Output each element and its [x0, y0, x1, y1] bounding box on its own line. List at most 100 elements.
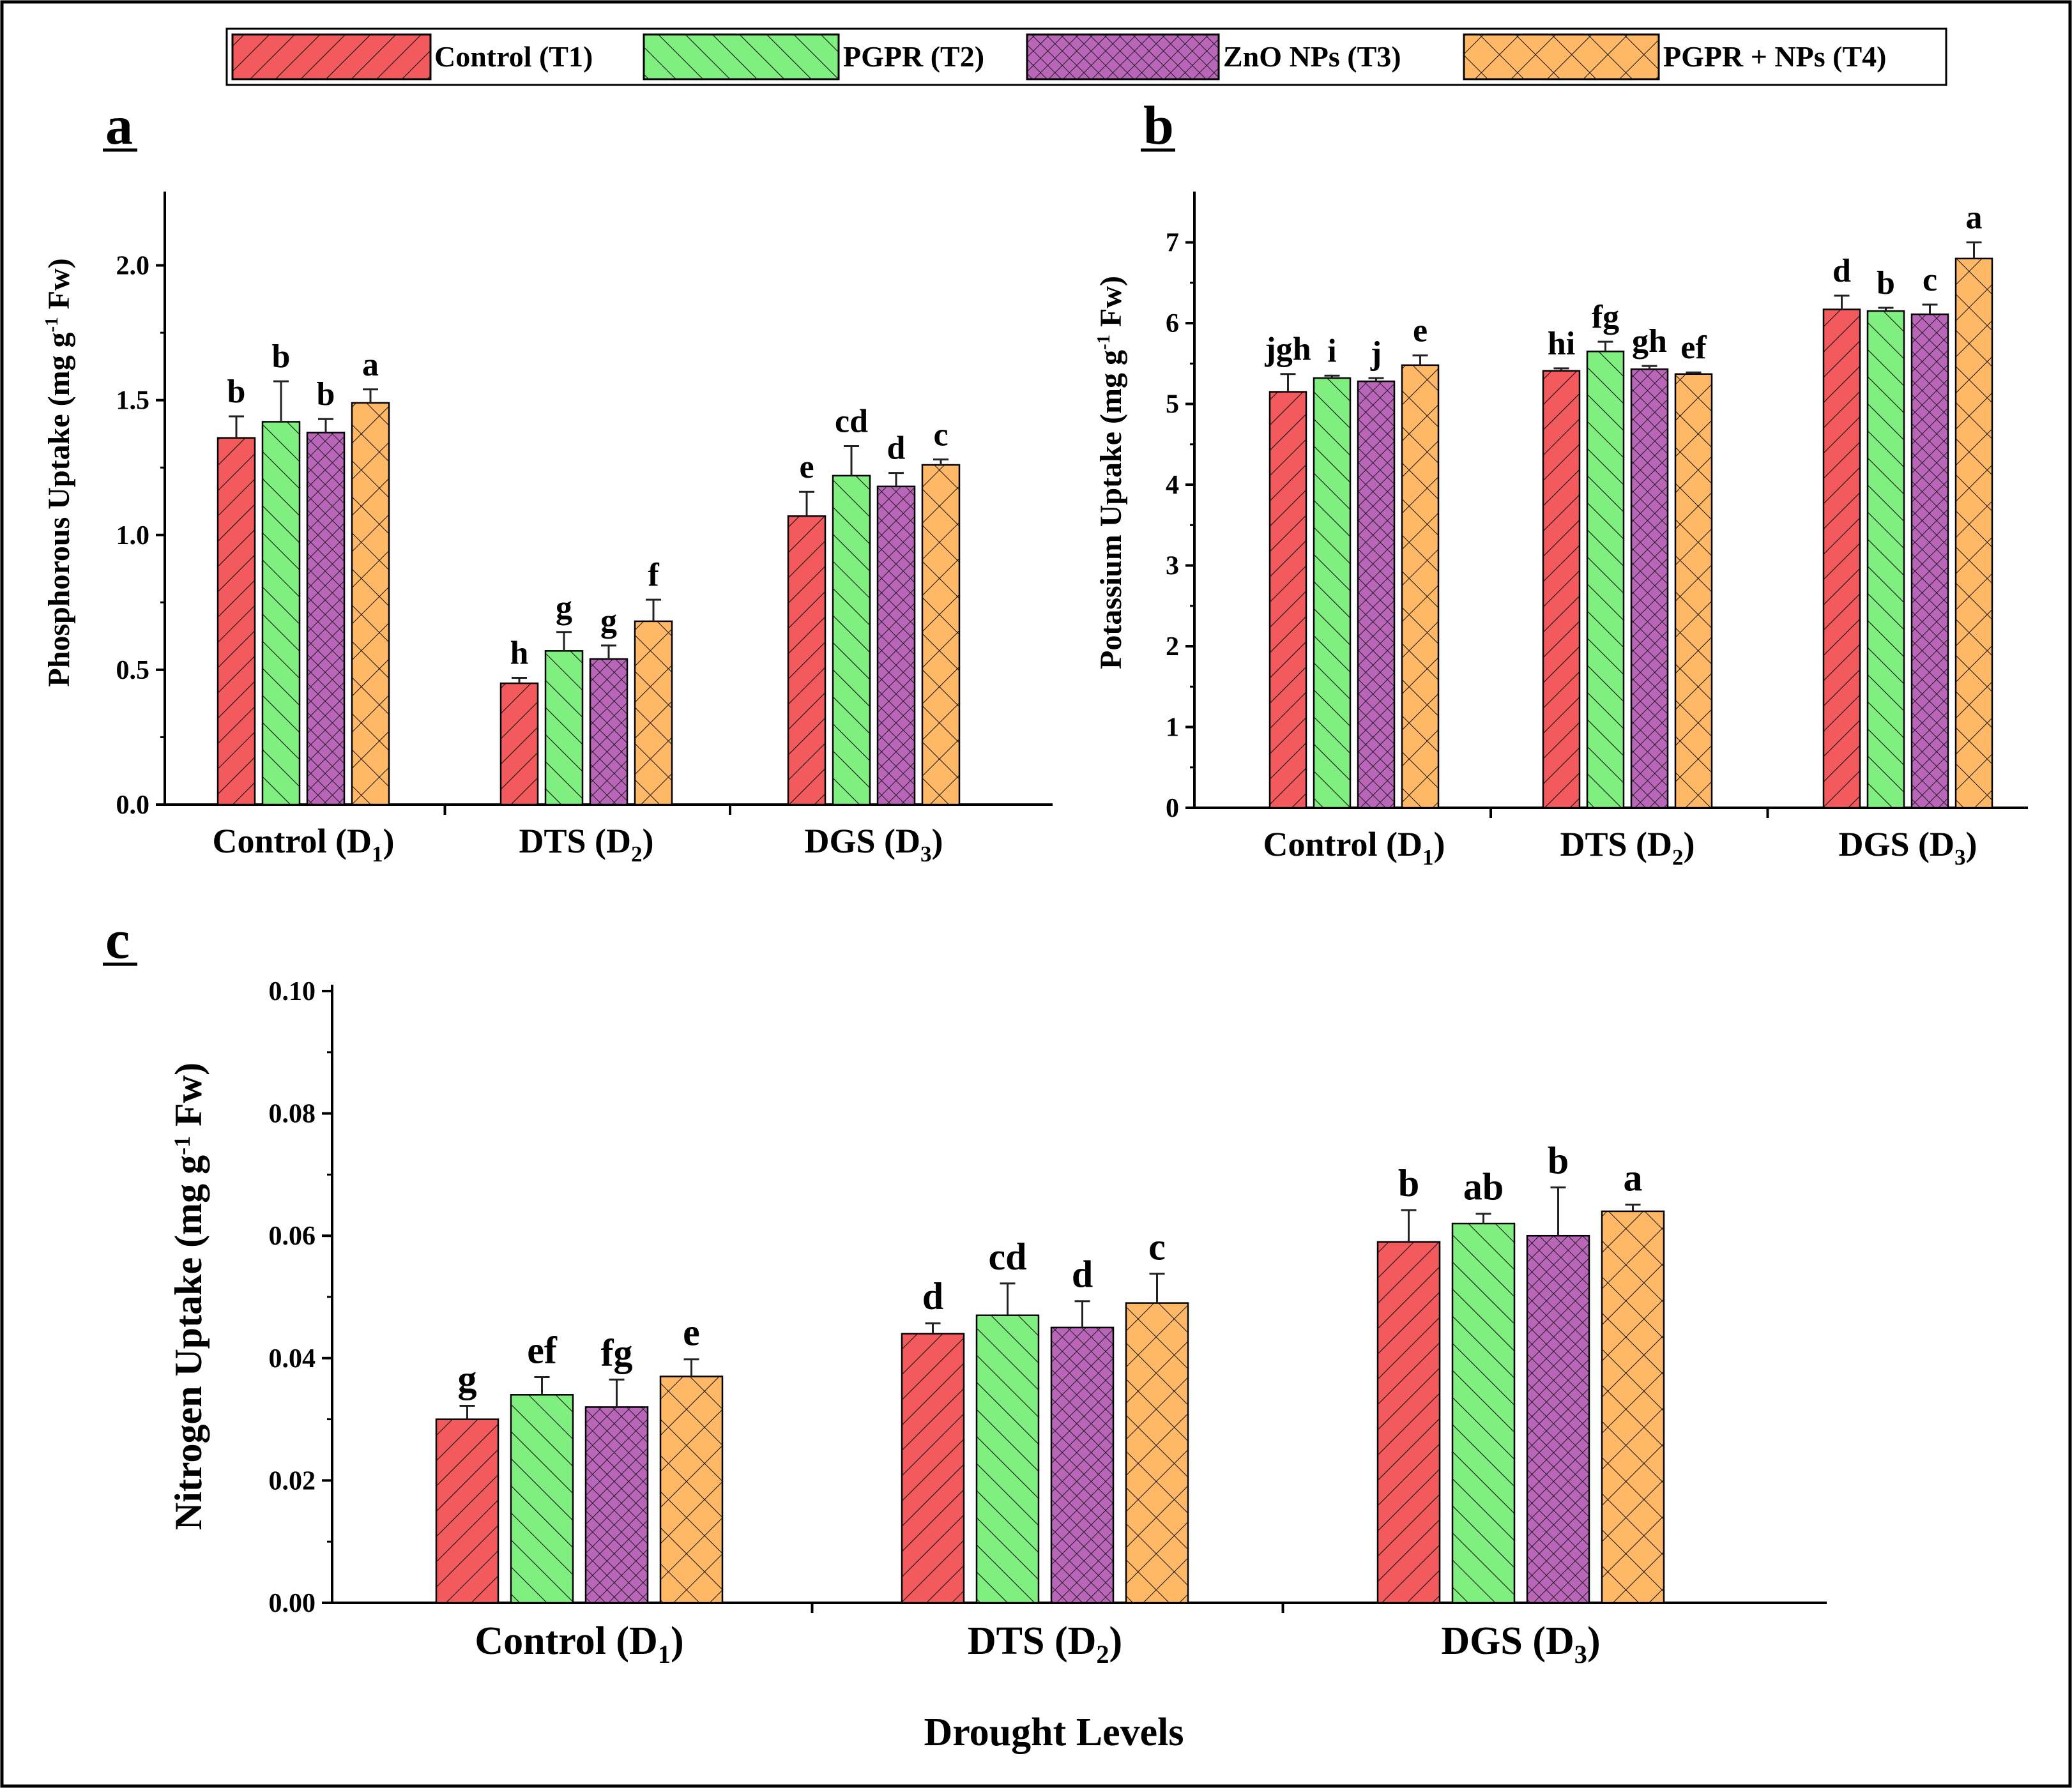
x-category-label: DTS (D2)	[968, 1619, 1122, 1669]
bar-hatch	[589, 658, 628, 806]
legend-swatch-hatch	[1027, 34, 1219, 79]
bar-hatch	[1401, 364, 1440, 809]
legend-label: PGPR + NPs (T4)	[1663, 40, 1886, 73]
bar-hatch	[1954, 257, 1993, 809]
significance-letter: b	[272, 338, 291, 375]
bar-a-4-2: f	[634, 557, 673, 806]
significance-letter: fg	[601, 1331, 633, 1374]
x-category-label: DGS (D3)	[1441, 1619, 1600, 1669]
significance-letter: cd	[989, 1236, 1027, 1278]
bar-hatch	[351, 402, 390, 806]
bar-b-3-2: gh	[1630, 323, 1669, 809]
bar-hatch	[1822, 308, 1861, 809]
significance-letter: gh	[1632, 323, 1667, 360]
bar-hatch	[435, 1418, 499, 1604]
bar-hatch	[1601, 1210, 1665, 1604]
significance-letter: b	[317, 376, 335, 413]
bar-hatch	[544, 650, 584, 806]
legend-item-3: ZnO NPs (T3)	[1026, 33, 1401, 80]
significance-letter: h	[510, 635, 529, 672]
x-category-label: DTS (D2)	[519, 822, 653, 867]
bar-hatch	[1313, 377, 1352, 809]
bar-hatch	[1586, 351, 1625, 809]
bar-c-1-3: b	[1376, 1162, 1441, 1604]
bar-hatch	[876, 485, 916, 806]
bar-hatch	[832, 474, 871, 806]
y-tick-label: 0.0	[116, 791, 150, 820]
bar-a-2-1: b	[261, 338, 301, 806]
significance-letter: ab	[1463, 1166, 1504, 1208]
significance-letter: g	[458, 1358, 477, 1400]
significance-letter: jgh	[1264, 331, 1311, 368]
bar-b-1-1: jgh	[1264, 331, 1311, 809]
bar-c-3-2: d	[1050, 1254, 1115, 1604]
significance-letter: cd	[835, 403, 868, 439]
bar-c-1-1: g	[435, 1358, 499, 1604]
bar-hatch	[787, 515, 827, 806]
y-axis-title: Nitrogen Uptake (mg g-1 Fw)	[167, 1063, 209, 1530]
bar-hatch	[306, 432, 346, 806]
bar-hatch	[1526, 1234, 1590, 1604]
significance-letter: g	[556, 589, 572, 626]
legend-label: PGPR (T2)	[843, 40, 984, 73]
y-tick-label: 1	[1166, 713, 1179, 743]
bar-c-2-3: ab	[1451, 1166, 1516, 1604]
y-tick-label: 0.5	[116, 656, 150, 685]
bar-a-1-1: b	[217, 374, 256, 806]
legend-label: ZnO NPs (T3)	[1223, 40, 1401, 73]
significance-letter: c	[1923, 262, 1937, 298]
y-tick-label: 0.08	[269, 1100, 316, 1129]
panel-b: b 0 1 2 3 4 5 6 7 Potassium Uptake (mg g-1 Fw) Con…	[1093, 95, 2028, 870]
significance-letter: a	[362, 347, 379, 383]
x-category-label: Control (D1)	[475, 1619, 683, 1669]
y-tick-label: 1.0	[116, 521, 150, 550]
bar-b-2-3: b	[1866, 265, 1905, 809]
bar-c-1-2: d	[901, 1275, 965, 1604]
panel-letter: b	[1143, 95, 1174, 156]
x-category-label: Control (D1)	[212, 822, 394, 867]
bar-hatch	[975, 1314, 1040, 1604]
bar-hatch	[584, 1406, 649, 1604]
bar-hatch	[1376, 1241, 1441, 1604]
bar-c-4-1: e	[659, 1312, 724, 1604]
bar-hatch	[499, 682, 539, 806]
bar-hatch	[1125, 1302, 1189, 1604]
y-tick-label: 0	[1166, 794, 1179, 823]
bar-a-2-3: cd	[832, 403, 871, 806]
significance-letter: d	[887, 430, 906, 467]
y-tick-label: 6	[1166, 309, 1179, 338]
bar-a-1-3: e	[787, 449, 827, 806]
significance-letter: c	[1148, 1226, 1166, 1268]
bar-b-4-2: ef	[1674, 330, 1713, 809]
bar-b-4-3: a	[1954, 200, 1993, 809]
bar-c-2-1: ef	[510, 1329, 574, 1604]
significance-letter: e	[799, 449, 814, 485]
y-tick-label: 0.04	[269, 1344, 316, 1374]
x-category-label: DTS (D2)	[1560, 825, 1695, 870]
legend-swatch-hatch	[1464, 34, 1659, 79]
bar-c-2-2: cd	[975, 1236, 1040, 1604]
significance-letter: d	[922, 1275, 943, 1317]
bar-hatch	[901, 1333, 965, 1604]
significance-letter: d	[1072, 1254, 1093, 1296]
bar-hatch	[1268, 391, 1307, 809]
bar-a-3-1: b	[306, 376, 346, 806]
bar-b-1-3: d	[1822, 253, 1861, 809]
significance-letter: hi	[1548, 326, 1575, 362]
y-tick-label: 0.02	[269, 1466, 316, 1496]
bar-hatch	[510, 1394, 574, 1604]
bar-hatch	[261, 421, 301, 806]
significance-letter: b	[1548, 1140, 1569, 1182]
bar-c-3-3: b	[1526, 1140, 1590, 1604]
bar-a-4-3: c	[921, 417, 961, 806]
bar-hatch	[1542, 370, 1581, 809]
bar-b-2-2: fg	[1586, 299, 1625, 809]
bar-a-2-2: g	[544, 589, 584, 806]
bar-hatch	[1910, 313, 1949, 809]
y-tick-label: 0.10	[269, 977, 316, 1006]
significance-letter: g	[600, 603, 617, 639]
bar-a-1-2: h	[499, 635, 539, 806]
legend-label: Control (T1)	[434, 40, 593, 73]
y-tick-label: 3	[1166, 552, 1179, 581]
significance-letter: a	[1624, 1156, 1643, 1199]
